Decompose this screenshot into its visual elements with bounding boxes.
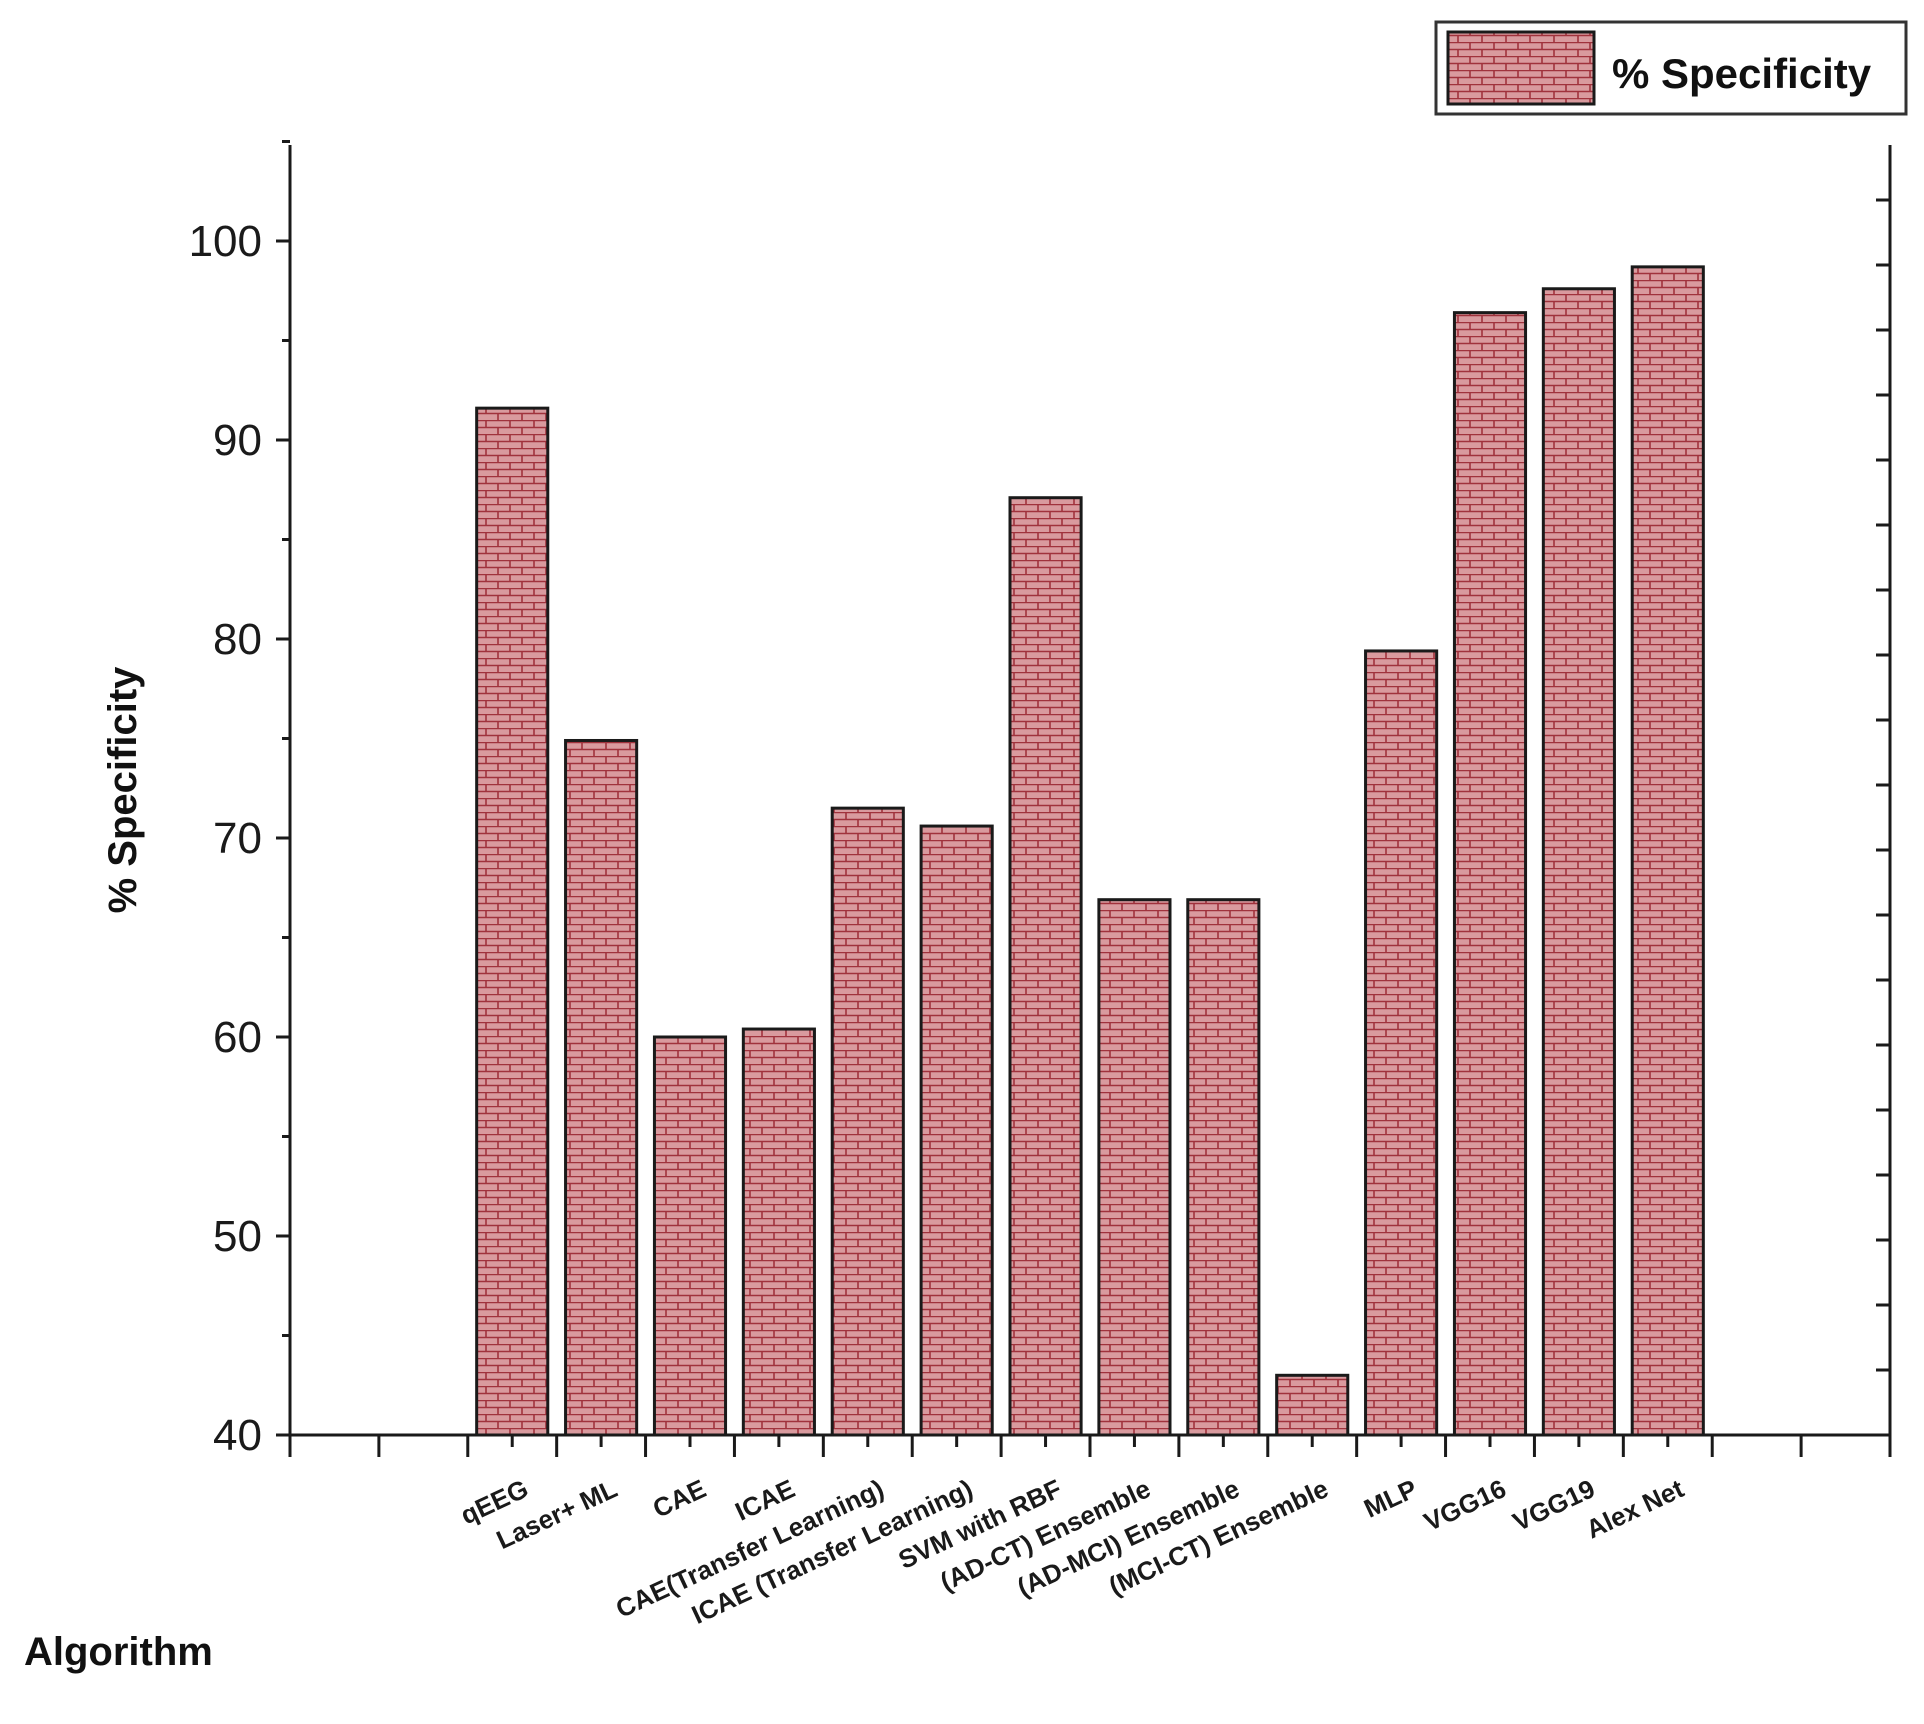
- y-tick-label: 60: [213, 1013, 262, 1062]
- legend-swatch: [1446, 30, 1596, 106]
- bar: [1541, 287, 1616, 1437]
- y-tick-label: 70: [213, 814, 262, 863]
- legend-label: % Specificity: [1612, 50, 1872, 97]
- bar: [741, 1027, 816, 1437]
- bar: [564, 738, 639, 1437]
- bar: [1097, 898, 1172, 1437]
- bar: [1452, 311, 1528, 1437]
- bar: [919, 824, 994, 1437]
- x-ticks: [288, 1435, 1892, 1457]
- y-tick-label: 90: [213, 416, 262, 465]
- bar: [475, 406, 550, 1437]
- y-tick-label: 50: [213, 1212, 262, 1261]
- bar: [1364, 649, 1439, 1437]
- bars: [475, 265, 1705, 1437]
- y-ticks: 40 50 60 70 80 90 100: [189, 140, 290, 1460]
- legend: % Specificity: [1434, 20, 1908, 116]
- y-tick-label: 80: [213, 615, 262, 664]
- y-tick-label: 40: [213, 1411, 262, 1460]
- bar: [1186, 898, 1261, 1437]
- x-axis-title: Algorithm: [24, 1630, 213, 1674]
- y-tick-label: 100: [189, 217, 262, 266]
- category-label: VGG16: [1419, 1473, 1510, 1537]
- bar: [830, 806, 905, 1437]
- category-label: Alex Net: [1581, 1473, 1688, 1544]
- bar: [1630, 265, 1705, 1437]
- bar: [1008, 496, 1083, 1437]
- bar: [652, 1035, 728, 1437]
- right-ticks: [1876, 198, 1890, 1437]
- bar: [1275, 1373, 1350, 1437]
- y-axis-title: % Specificity: [101, 666, 145, 914]
- category-label: MLP: [1359, 1473, 1421, 1523]
- category-label: CAE: [648, 1473, 710, 1523]
